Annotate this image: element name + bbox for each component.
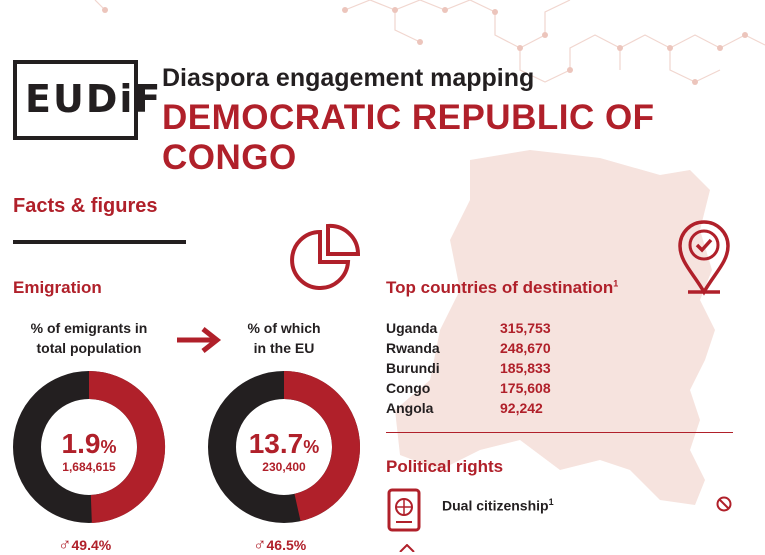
- destination-country: Rwanda: [386, 340, 440, 356]
- passport-icon: [387, 488, 421, 532]
- total-percent: 1.9: [61, 428, 101, 459]
- total-absolute: 1,684,615: [62, 460, 116, 474]
- destination-value: 92,242: [500, 400, 543, 416]
- country-title: DEMOCRATIC REPUBLIC OF CONGO: [162, 98, 655, 177]
- dual-citizenship-label: Dual citizenship: [442, 497, 549, 514]
- eu-label-line2: in the EU: [253, 340, 315, 356]
- next-icon-partial: [399, 544, 415, 552]
- destination-value: 175,608: [500, 380, 551, 396]
- male-icon: ♂: [58, 534, 72, 554]
- destination-value: 315,753: [500, 320, 551, 336]
- total-male-share: ♂49.4%: [58, 534, 111, 555]
- section-divider: [13, 240, 186, 244]
- destinations-heading: Top countries of destination1: [386, 278, 618, 298]
- eu-label: % of which in the EU: [209, 318, 359, 358]
- destination-row: Burundi 185,833: [386, 358, 551, 378]
- emigration-heading: Emigration: [13, 278, 102, 297]
- eu-center: 13.7% 230,400: [207, 428, 361, 474]
- page-title: Diaspora engagement mapping: [162, 64, 535, 92]
- eu-absolute: 230,400: [262, 460, 306, 474]
- divider-line: [386, 432, 733, 433]
- dual-citizenship: Dual citizenship1: [442, 497, 554, 514]
- destination-row: Congo 175,608: [386, 378, 551, 398]
- eu-percent: 13.7: [248, 428, 304, 459]
- destinations-list: Uganda 315,753 Rwanda 248,670 Burundi 185,833…: [386, 318, 551, 418]
- location-check-icon: [678, 220, 730, 296]
- destination-country: Angola: [386, 400, 434, 416]
- destination-row: Uganda 315,753: [386, 318, 551, 338]
- destination-country: Uganda: [386, 320, 438, 336]
- male-icon: ♂: [253, 534, 267, 554]
- destination-row: Angola 92,242: [386, 398, 551, 418]
- destination-row: Rwanda 248,670: [386, 338, 551, 358]
- destination-value: 248,670: [500, 340, 551, 356]
- eu-percent-sign: %: [303, 437, 320, 457]
- eudif-logo: EUDiF: [13, 60, 160, 140]
- total-label: % of emigrants in total population: [14, 318, 164, 358]
- prohibited-icon: [716, 496, 732, 512]
- pie-chart-icon: [290, 223, 361, 290]
- total-percent-sign: %: [100, 437, 117, 457]
- destination-country: Congo: [386, 380, 431, 396]
- eu-male-share: ♂46.5%: [253, 534, 306, 555]
- eu-donut: [208, 371, 360, 523]
- total-label-line2: total population: [36, 340, 142, 356]
- total-donut-arc: [88, 370, 166, 523]
- eu-label-line1: % of which: [247, 320, 321, 336]
- total-center: 1.9% 1,684,615: [12, 428, 166, 474]
- facts-heading: Facts & figures: [13, 195, 158, 217]
- dual-citizenship-footnote: 1: [548, 497, 554, 507]
- destinations-heading-text: Top countries of destination: [386, 278, 614, 297]
- congo-map-shape: [395, 150, 715, 505]
- total-label-line1: % of emigrants in: [30, 320, 148, 336]
- political-heading: Political rights: [386, 457, 504, 476]
- destination-country: Burundi: [386, 360, 440, 376]
- destination-value: 185,833: [500, 360, 551, 376]
- destinations-footnote: 1: [613, 278, 619, 289]
- eu-donut-arc: [283, 371, 360, 522]
- eu-male-value: 46.5%: [266, 537, 307, 553]
- total-male-value: 49.4%: [71, 537, 112, 553]
- arrow-right-icon: [177, 327, 222, 353]
- logo-text: EUDiF: [25, 77, 163, 121]
- total-donut: [13, 370, 166, 523]
